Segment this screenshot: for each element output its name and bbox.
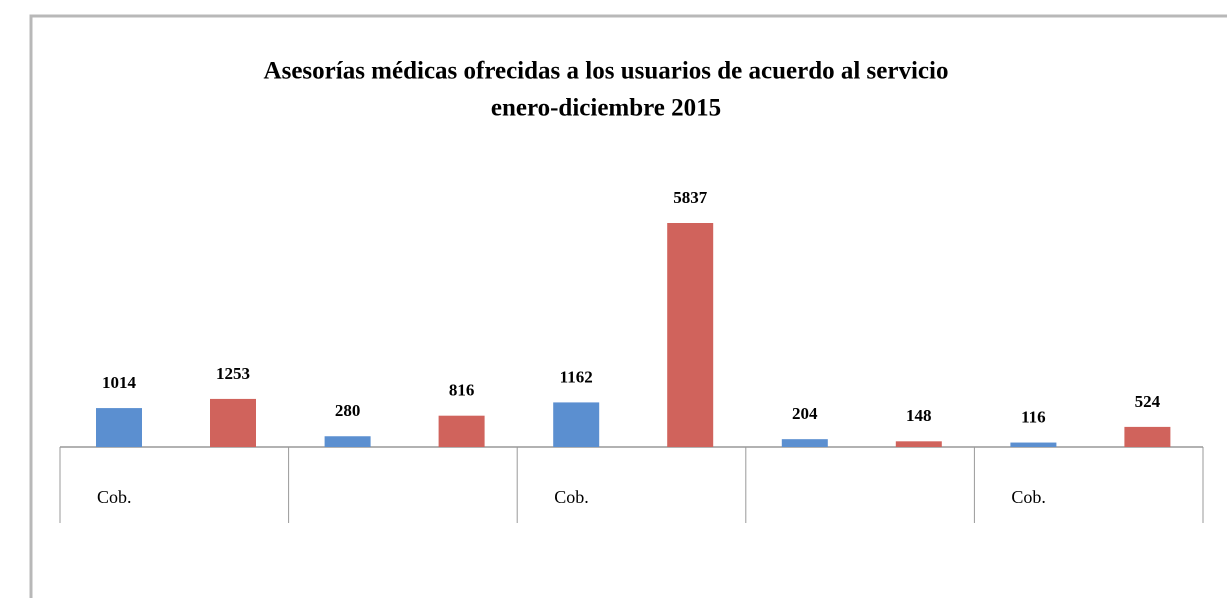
x-tick-label: Cob. bbox=[554, 487, 589, 507]
x-tick-label: Cob. bbox=[97, 487, 132, 507]
x-tick-label: Cob. bbox=[1011, 487, 1046, 507]
bar bbox=[1124, 426, 1171, 447]
bar bbox=[553, 402, 600, 447]
chart-title: Asesorías médicas ofrecidas a los usuari… bbox=[264, 58, 949, 85]
bar bbox=[1010, 442, 1057, 447]
data-label: 148 bbox=[906, 406, 932, 425]
data-label: 204 bbox=[792, 404, 818, 423]
bar bbox=[324, 436, 371, 447]
data-label: 1014 bbox=[102, 373, 137, 392]
data-label: 5837 bbox=[673, 188, 708, 207]
bar bbox=[895, 441, 942, 447]
data-label: 116 bbox=[1021, 407, 1046, 426]
data-label: 1253 bbox=[216, 364, 250, 383]
data-label: 524 bbox=[1135, 392, 1161, 411]
data-label: 1162 bbox=[560, 367, 593, 386]
bar bbox=[96, 408, 142, 447]
bar bbox=[438, 415, 485, 447]
bar bbox=[781, 439, 828, 447]
bar bbox=[210, 398, 256, 447]
bar bbox=[667, 223, 714, 447]
data-label: 816 bbox=[449, 381, 475, 400]
data-label: 280 bbox=[335, 401, 361, 420]
chart-frame bbox=[29, 14, 1227, 598]
chart-subtitle: enero-diciembre 2015 bbox=[491, 95, 721, 122]
